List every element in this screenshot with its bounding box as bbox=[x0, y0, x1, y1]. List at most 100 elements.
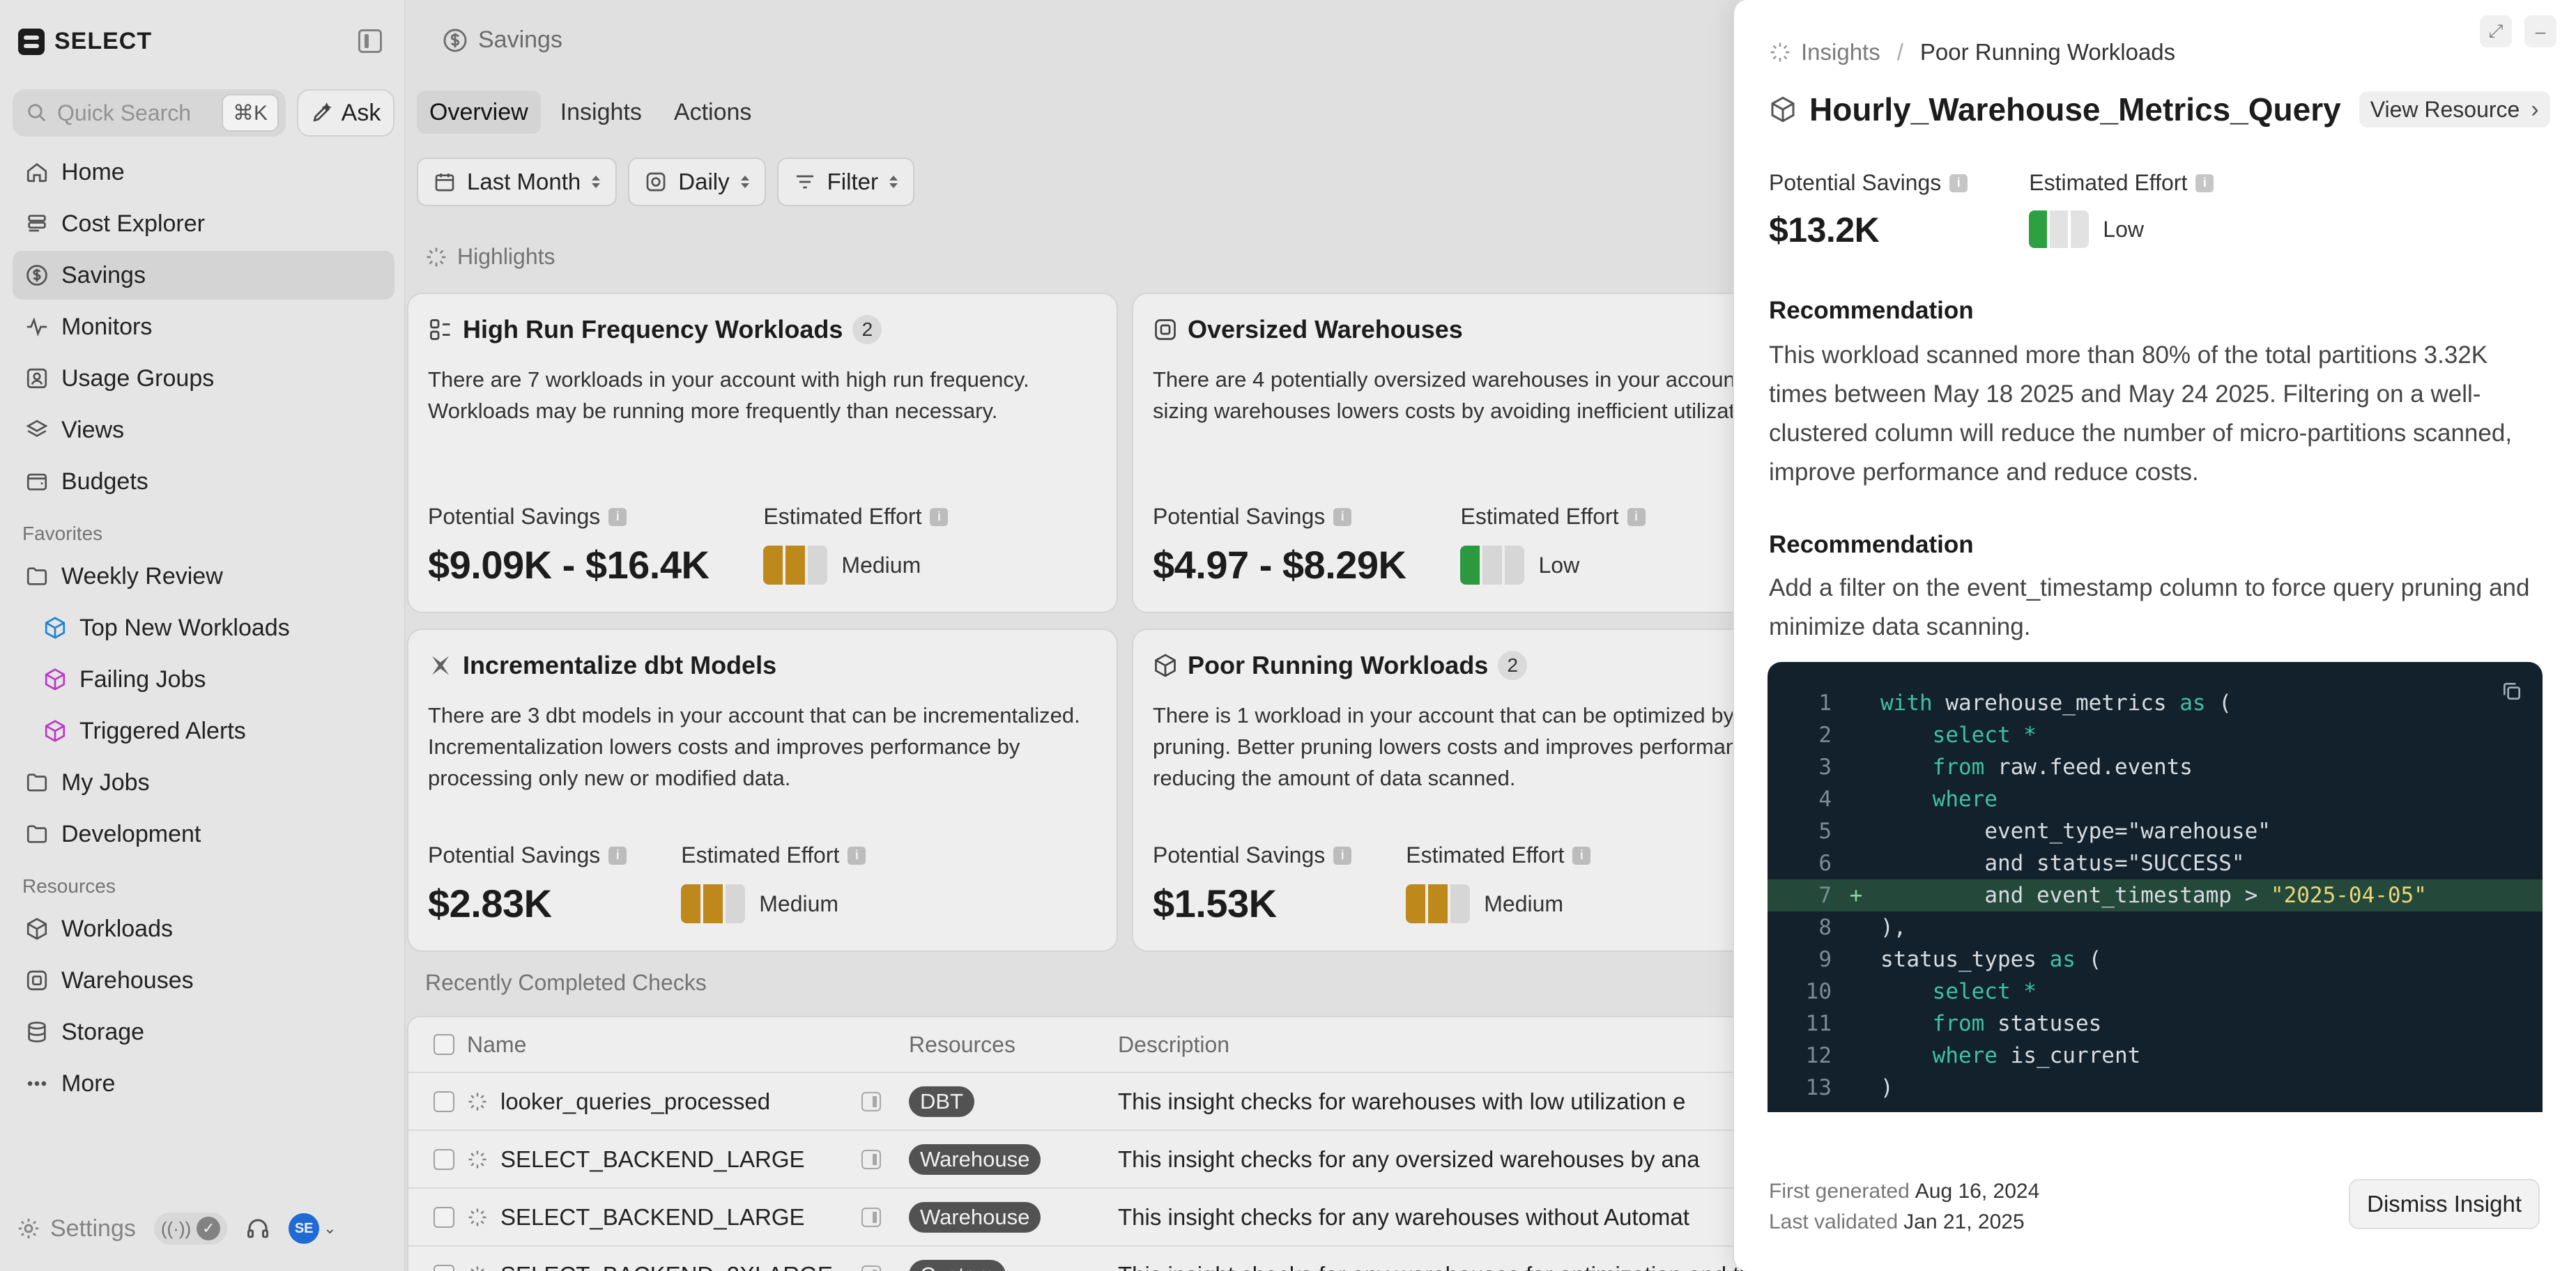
calendar-icon bbox=[435, 174, 454, 192]
code-line: 9 status_types as ( bbox=[1768, 943, 2543, 976]
info-icon[interactable]: i bbox=[608, 846, 627, 865]
row-name[interactable]: SELECT_BACKEND_2XLARGE bbox=[500, 1262, 833, 1271]
granularity-select[interactable]: Daily bbox=[628, 157, 766, 206]
table-row[interactable]: looker_queries_processed DBT This insight … bbox=[408, 1073, 2148, 1131]
expand-icon[interactable]: ⤢ bbox=[2480, 15, 2512, 47]
line-number: 8 bbox=[1818, 915, 1832, 940]
folder-icon bbox=[25, 822, 49, 846]
open-panel-icon[interactable] bbox=[861, 1265, 881, 1271]
last-validated-value: Jan 21, 2025 bbox=[1903, 1210, 2025, 1233]
code-token: and event_timestamp > bbox=[1984, 883, 2271, 908]
sidebar-item-budgets[interactable]: Budgets bbox=[13, 457, 394, 506]
info-icon[interactable]: i bbox=[930, 507, 949, 526]
user-menu[interactable]: SE ⌄ bbox=[289, 1213, 337, 1244]
header-resources[interactable]: Resources bbox=[909, 1031, 1015, 1057]
effort-label: Estimated Effort bbox=[763, 504, 922, 529]
breadcrumb-insights[interactable]: Insights bbox=[1801, 39, 1880, 65]
copy-icon[interactable] bbox=[2501, 680, 2523, 702]
header-name[interactable]: Name bbox=[467, 1031, 527, 1057]
sidebar-item-label: Monitors bbox=[61, 313, 153, 340]
row-name[interactable]: SELECT_BACKEND_LARGE bbox=[500, 1203, 805, 1230]
row-checkbox[interactable] bbox=[434, 1091, 454, 1112]
minimize-icon[interactable]: – bbox=[2524, 15, 2556, 47]
code-text: where is_current bbox=[1880, 1043, 2141, 1068]
date-range-select[interactable]: Last Month bbox=[417, 157, 618, 206]
gear-icon bbox=[18, 1218, 39, 1239]
sidebar-item-more[interactable]: More bbox=[13, 1059, 394, 1108]
insight-card-high-run-frequency[interactable]: High Run Frequency Workloads 2 There are… bbox=[407, 293, 1118, 613]
favorites-heading: Favorites bbox=[22, 523, 103, 544]
info-icon[interactable]: i bbox=[1333, 507, 1352, 526]
sidebar-item-failing-jobs[interactable]: Failing Jobs bbox=[13, 655, 394, 704]
headset-icon[interactable] bbox=[245, 1216, 270, 1241]
open-panel-icon[interactable] bbox=[861, 1149, 881, 1169]
wallet-icon bbox=[25, 470, 49, 493]
more-icon bbox=[25, 1072, 49, 1095]
line-number: 10 bbox=[1805, 979, 1832, 1004]
table-row[interactable]: SELECT_BACKEND_LARGE Warehouse This insigh… bbox=[408, 1189, 2148, 1247]
sidebar-item-views[interactable]: Views bbox=[13, 406, 394, 454]
row-name[interactable]: SELECT_BACKEND_LARGE bbox=[500, 1146, 805, 1172]
sidebar-item-top-new-workloads[interactable]: Top New Workloads bbox=[13, 603, 394, 652]
sidebar-item-cost-explorer[interactable]: Cost Explorer bbox=[13, 199, 394, 248]
checks-heading: Recently Completed Checks bbox=[425, 970, 707, 995]
last-validated: Last validated Jan 21, 2025 bbox=[1769, 1207, 2039, 1238]
sidebar-item-warehouses[interactable]: Warehouses bbox=[13, 956, 394, 1005]
info-icon[interactable]: i bbox=[1572, 846, 1591, 865]
sidebar-item-label: Weekly Review bbox=[61, 562, 223, 590]
code-token: with bbox=[1880, 691, 1933, 716]
info-icon[interactable]: i bbox=[1949, 174, 1968, 192]
filter-button[interactable]: Filter bbox=[776, 157, 914, 206]
info-icon[interactable]: i bbox=[1627, 507, 1646, 526]
first-generated-value: Aug 16, 2024 bbox=[1915, 1180, 2040, 1203]
sidebar-item-label: Top New Workloads bbox=[79, 614, 290, 641]
info-icon[interactable]: i bbox=[608, 507, 627, 526]
info-icon[interactable]: i bbox=[1333, 846, 1352, 865]
sidebar-item-triggered-alerts[interactable]: Triggered Alerts bbox=[13, 707, 394, 755]
line-number: 6 bbox=[1818, 851, 1832, 876]
sidebar-item-workloads[interactable]: Workloads bbox=[13, 904, 394, 953]
code-text: where bbox=[1880, 787, 1998, 812]
info-icon[interactable]: i bbox=[848, 846, 866, 865]
select-all-checkbox[interactable] bbox=[434, 1034, 454, 1055]
code-indent bbox=[1880, 819, 1984, 844]
sidebar-item-storage[interactable]: Storage bbox=[13, 1008, 394, 1056]
sidebar-item-development[interactable]: Development bbox=[13, 810, 394, 858]
metric-label: Potential Savings i bbox=[428, 504, 709, 530]
sidebar-item-savings[interactable]: Savings bbox=[13, 251, 394, 300]
view-resource-button[interactable]: View Resource › bbox=[2359, 91, 2550, 128]
connection-status[interactable]: ((·)) ✓ bbox=[153, 1212, 228, 1245]
table-header: Name Resources Description bbox=[408, 1017, 2148, 1073]
ask-button[interactable]: Ask bbox=[297, 89, 394, 137]
row-checkbox[interactable] bbox=[434, 1206, 454, 1228]
open-panel-icon[interactable] bbox=[861, 1091, 881, 1111]
sidebar-toggle-icon[interactable] bbox=[358, 29, 382, 53]
info-icon[interactable]: i bbox=[2195, 174, 2214, 192]
insight-card-incrementalize-dbt[interactable]: Incrementalize dbt Models There are 3 db… bbox=[407, 629, 1118, 952]
table-row[interactable]: SELECT_BACKEND_LARGE Warehouse This insigh… bbox=[408, 1131, 2148, 1189]
card-title-row: Incrementalize dbt Models bbox=[428, 651, 1097, 680]
sidebar-item-usage-groups[interactable]: Usage Groups bbox=[13, 354, 394, 403]
code-text: from raw.feed.events bbox=[1880, 755, 2193, 780]
code-text: ) bbox=[1880, 1075, 1894, 1100]
search-input[interactable]: Quick Search ⌘K bbox=[13, 89, 286, 137]
row-checkbox[interactable] bbox=[434, 1264, 454, 1271]
sidebar-item-label: Development bbox=[61, 820, 201, 847]
sidebar-item-monitors[interactable]: Monitors bbox=[13, 302, 394, 351]
tab-insights[interactable]: Insights bbox=[560, 98, 642, 125]
updown-icon bbox=[889, 176, 898, 188]
sidebar-item-label: Views bbox=[61, 416, 125, 443]
sidebar-item-weekly-review[interactable]: Weekly Review bbox=[13, 552, 394, 601]
tab-actions[interactable]: Actions bbox=[673, 98, 752, 125]
brand[interactable]: SELECT bbox=[18, 28, 152, 55]
open-panel-icon[interactable] bbox=[861, 1207, 881, 1227]
sidebar-item-my-jobs[interactable]: My Jobs bbox=[13, 758, 394, 807]
sidebar-item-home[interactable]: Home bbox=[13, 148, 394, 197]
tab-overview[interactable]: Overview bbox=[417, 91, 541, 134]
header-description[interactable]: Description bbox=[1118, 1031, 1230, 1057]
row-name[interactable]: looker_queries_processed bbox=[500, 1088, 771, 1114]
dismiss-insight-button[interactable]: Dismiss Insight bbox=[2349, 1179, 2540, 1229]
effort-bars bbox=[763, 546, 828, 585]
row-checkbox[interactable] bbox=[434, 1148, 454, 1170]
settings-button[interactable]: Settings bbox=[17, 1215, 136, 1242]
